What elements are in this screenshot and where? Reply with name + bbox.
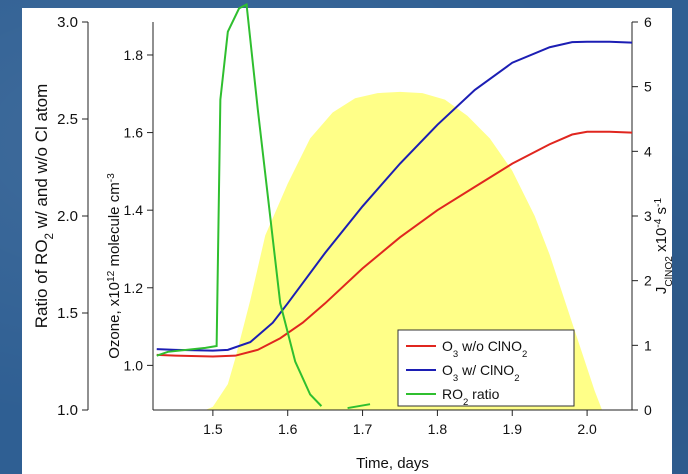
jclno2-axis-label: JClNO2 x10-4 s-1 (653, 198, 675, 295)
jclno2-axis-label-part: x10 (653, 228, 670, 256)
ozone-tick-label: 1.2 (124, 280, 144, 296)
x-tick-label: 1.7 (353, 421, 373, 437)
x-tick-label: 1.5 (203, 421, 223, 437)
ratio-tick-label: 1.5 (57, 305, 78, 322)
legend-entry-label-part: w/ ClNO (458, 362, 514, 378)
ratio-axis-label-part: w/ and w/o Cl atom (32, 84, 51, 233)
legend-entry-label-part: w/o ClNO (458, 338, 522, 354)
jclno2-tick-label: 2 (644, 273, 652, 289)
jclno2-tick-label: 4 (644, 143, 652, 159)
ozone-axis-label-part: 12 (106, 270, 117, 282)
jclno2-axis-label-part: J (653, 287, 670, 295)
ratio-tick-label: 2.0 (57, 208, 78, 225)
ratio-axis-label: Ratio of RO2 w/ and w/o Cl atom (32, 84, 56, 329)
jclno2-tick-label: 1 (644, 337, 652, 353)
ozone-axis-label-part: -3 (106, 173, 117, 182)
jclno2-tick-label: 5 (644, 79, 652, 95)
ozone-axis-label: Ozone, x1012 molecule cm-3 (106, 173, 124, 359)
jclno2-tick-label: 3 (644, 208, 652, 224)
x-tick-label: 1.9 (503, 421, 523, 437)
ratio-tick-label: 1.0 (57, 402, 78, 419)
jclno2-axis-label-part: -4 (653, 218, 664, 227)
legend-entry-label-part: RO (442, 386, 463, 402)
ozone-tick-label: 1.0 (124, 357, 144, 373)
ozone-tick-label: 1.6 (124, 125, 144, 141)
legend-entry-label-part: O (442, 362, 453, 378)
legend-entry-label-part: ratio (468, 386, 499, 402)
jclno2-tick-label: 0 (644, 402, 652, 418)
legend-entry-label-part: 2 (514, 373, 519, 384)
x-tick-label: 2.0 (577, 421, 597, 437)
jclno2-axis-label-part: s (653, 207, 670, 219)
ratio-axis-label-part: Ratio of RO (32, 239, 51, 328)
ratio-tick-label: 3.0 (57, 14, 78, 31)
jclno2-axis-label-part: -1 (653, 198, 664, 207)
ozone-axis-label-part: Ozone, x10 (106, 282, 123, 359)
jclno2-axis-label-part: ClNO2 (664, 256, 675, 287)
ozone-axis-label-part: molecule cm (106, 182, 123, 270)
x-tick-label: 1.6 (278, 421, 298, 437)
ratio-tick-label: 2.5 (57, 111, 78, 128)
legend-entry-label-part: 2 (522, 349, 527, 360)
x-tick-label: 1.8 (428, 421, 448, 437)
legend-entry-label-part: O (442, 338, 453, 354)
ozone-tick-label: 1.8 (124, 47, 144, 63)
jclno2-tick-label: 6 (644, 14, 652, 30)
x-axis-label: Time, days (356, 455, 429, 472)
ozone-tick-label: 1.4 (124, 202, 144, 218)
